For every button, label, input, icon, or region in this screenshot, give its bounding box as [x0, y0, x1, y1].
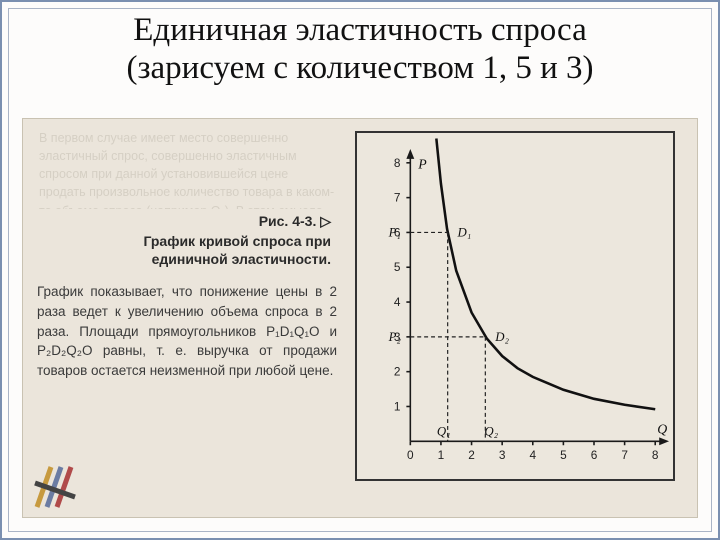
svg-text:7: 7: [394, 191, 401, 205]
svg-text:8: 8: [652, 448, 659, 462]
svg-text:D₂: D₂: [494, 330, 509, 344]
demand-chart: 01234567812345678QPP₁P₂Q₁Q₂D₁D₂: [355, 131, 675, 481]
svg-text:P₁: P₁: [388, 225, 401, 239]
chart-svg: 01234567812345678QPP₁P₂Q₁Q₂D₁D₂: [357, 133, 673, 479]
svg-text:Q₂: Q₂: [484, 424, 498, 438]
svg-text:5: 5: [394, 260, 401, 274]
title-line-1: Единичная эластичность спроса: [133, 12, 586, 48]
figure-caption-line1: График кривой спроса при: [143, 233, 331, 249]
svg-text:8: 8: [394, 156, 401, 170]
svg-text:5: 5: [560, 448, 567, 462]
svg-text:0: 0: [407, 448, 414, 462]
corner-decoration-icon: [33, 463, 79, 509]
figure-caption: График кривой спроса при единичной эласт…: [37, 232, 337, 268]
svg-text:1: 1: [438, 448, 445, 462]
title-line-2: (зарисуем с количеством 1, 5 и 3): [127, 50, 594, 86]
svg-text:D₁: D₁: [457, 225, 472, 239]
slide: Единичная эластичность спроса (зарисуем …: [0, 0, 720, 540]
content-panel: В первом случае имеет место совершенно э…: [22, 118, 698, 518]
svg-text:P: P: [417, 157, 427, 172]
figure-caption-line2: единичной эластичности.: [152, 251, 331, 267]
svg-text:2: 2: [468, 448, 475, 462]
text-column: Рис. 4-3. ▷ График кривой спроса при еди…: [37, 127, 337, 380]
figure-paragraph: График показывает, что понижение цены в …: [37, 282, 337, 380]
svg-text:4: 4: [394, 295, 401, 309]
svg-text:Q₁: Q₁: [437, 424, 451, 438]
svg-text:6: 6: [591, 448, 598, 462]
svg-text:Q: Q: [657, 421, 667, 436]
svg-text:4: 4: [529, 448, 536, 462]
figure-label: Рис. 4-3. ▷: [37, 213, 337, 230]
svg-text:2: 2: [394, 365, 401, 379]
svg-text:7: 7: [621, 448, 628, 462]
svg-text:1: 1: [394, 399, 401, 413]
svg-text:P₂: P₂: [388, 330, 402, 344]
slide-title: Единичная эластичность спроса (зарисуем …: [22, 12, 698, 88]
svg-text:3: 3: [499, 448, 506, 462]
